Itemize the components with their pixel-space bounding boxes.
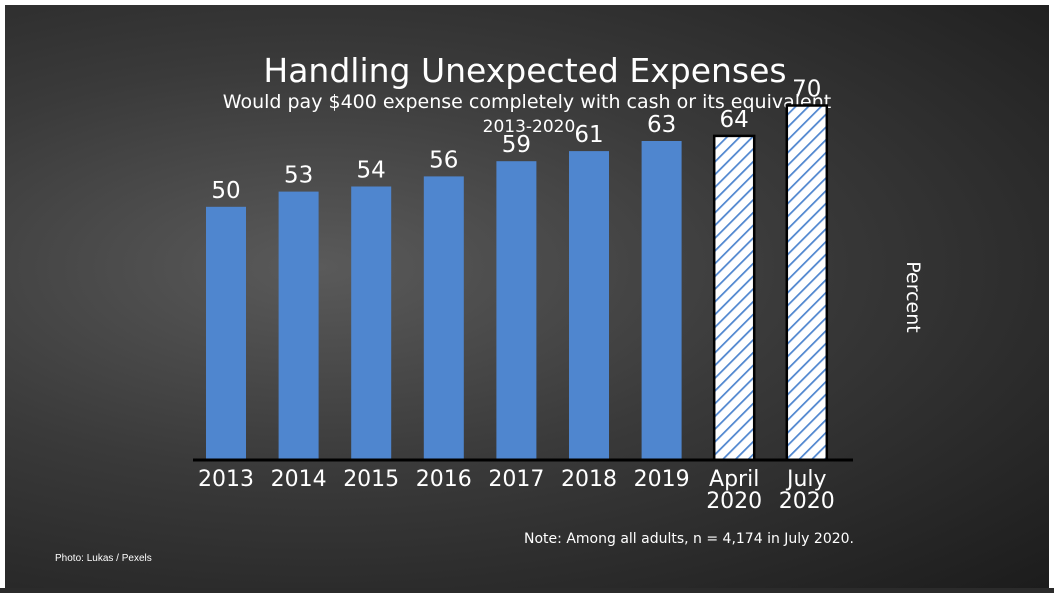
x-tick-label: 2014 <box>271 467 327 492</box>
x-tick-label: 2018 <box>561 467 617 492</box>
bar-july-2020 <box>785 104 829 462</box>
bar-2013 <box>206 206 246 460</box>
bar-2017 <box>496 161 537 460</box>
bar-2018 <box>569 151 609 460</box>
value-label: 53 <box>284 163 313 189</box>
y-axis-label: Percent <box>902 261 924 333</box>
chart-title: Handling Unexpected Expenses <box>263 51 786 90</box>
bars-group <box>206 104 829 462</box>
slide-background: Handling Unexpected Expenses Would pay $… <box>5 5 1049 588</box>
bottom-strip <box>0 588 1054 593</box>
x-tick-label: 2020 <box>779 489 835 514</box>
value-label: 63 <box>647 112 676 138</box>
value-label: 56 <box>429 147 458 173</box>
chart-subtitle: Would pay $400 expense completely with c… <box>223 91 831 113</box>
bar-2015 <box>351 186 392 460</box>
x-tick-label: April <box>709 467 759 492</box>
x-tick-label: 2015 <box>343 467 399 492</box>
bar-chart: Handling Unexpected Expenses Would pay $… <box>55 51 924 564</box>
bar-2019 <box>641 141 682 460</box>
value-label: 54 <box>357 158 386 184</box>
value-label: 50 <box>211 178 240 204</box>
photo-credit: Photo: Lukas / Pexels <box>55 553 152 564</box>
value-label: 61 <box>574 122 603 148</box>
value-labels-group: 50 53 54 56 59 61 63 64 70 <box>211 77 821 204</box>
chart-note: Note: Among all adults, n = 4,174 in Jul… <box>524 531 854 547</box>
bar-2014 <box>278 191 319 460</box>
value-label: 59 <box>502 132 531 158</box>
x-tick-label: 2019 <box>634 467 690 492</box>
bar-2016 <box>423 176 464 460</box>
x-tick-label: July <box>785 467 827 492</box>
x-tick-label: 2013 <box>198 467 254 492</box>
x-tick-label: 2016 <box>416 467 472 492</box>
chart-period: 2013-2020 <box>483 117 576 137</box>
x-tick-labels-group: 2013 2014 2015 2016 2017 2018 2019 April2020Jul… <box>198 467 835 514</box>
x-tick-label: 2017 <box>488 467 544 492</box>
value-label: 64 <box>720 107 749 133</box>
value-label: 70 <box>792 77 821 103</box>
bar-april-2020 <box>712 134 756 462</box>
x-tick-label: 2020 <box>706 489 762 514</box>
